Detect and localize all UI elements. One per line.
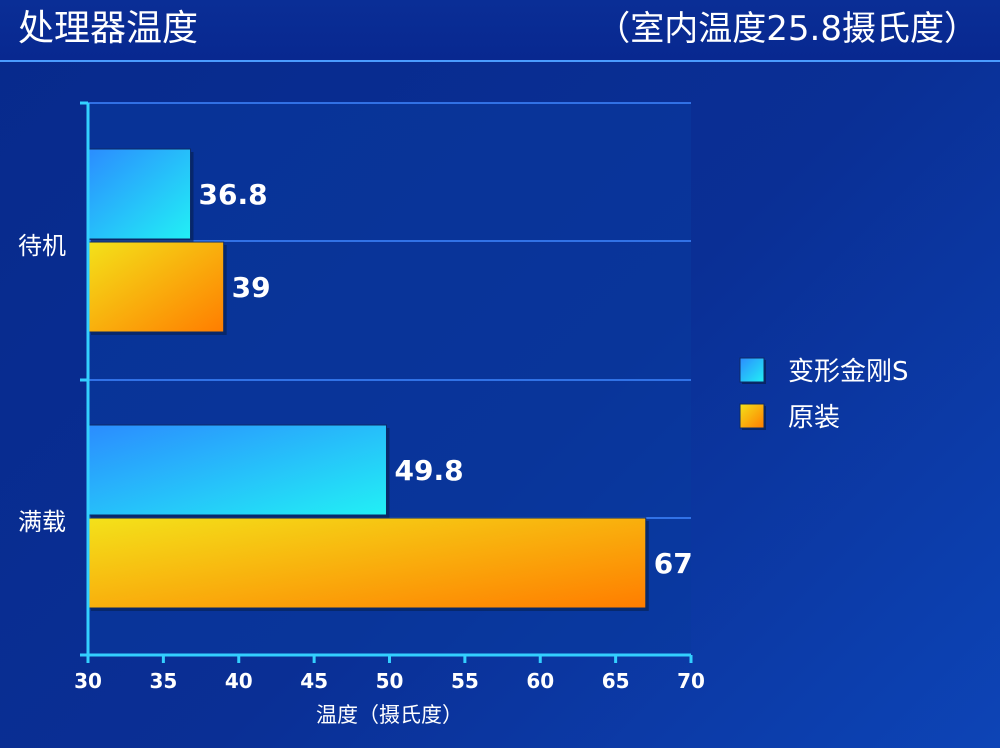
x-tick-label: 50 xyxy=(376,669,404,693)
data-label: 36.8 xyxy=(199,178,268,211)
data-label: 39 xyxy=(232,271,271,304)
legend-swatch xyxy=(739,403,765,429)
category-label: 满载 xyxy=(18,508,66,536)
bar-blue-idle xyxy=(87,148,192,240)
legend-swatch xyxy=(739,357,765,383)
bar-blue-load xyxy=(87,424,387,516)
x-tick-label: 60 xyxy=(526,669,554,693)
x-tick-label: 45 xyxy=(300,669,328,693)
data-label: 49.8 xyxy=(394,454,463,487)
x-tick-label: 70 xyxy=(677,669,705,693)
x-tick-label: 30 xyxy=(74,669,102,693)
bar-orange-load xyxy=(87,517,647,609)
x-tick-label: 55 xyxy=(451,669,479,693)
title-bar: 处理器温度 （室内温度25.8摄氏度） xyxy=(0,0,1000,62)
x-tick-label: 35 xyxy=(149,669,177,693)
bar-orange-idle xyxy=(87,241,225,333)
category-label: 待机 xyxy=(18,232,66,260)
x-axis-title: 温度（摄氏度） xyxy=(316,703,463,727)
x-tick-label: 65 xyxy=(602,669,630,693)
chart-title: 处理器温度 xyxy=(18,8,199,49)
legend-label: 原装 xyxy=(788,403,840,433)
x-tick-label: 40 xyxy=(225,669,253,693)
legend-label: 变形金刚S xyxy=(788,357,909,387)
data-label: 67 xyxy=(654,547,693,580)
chart-subtitle: （室内温度25.8摄氏度） xyxy=(596,9,978,49)
